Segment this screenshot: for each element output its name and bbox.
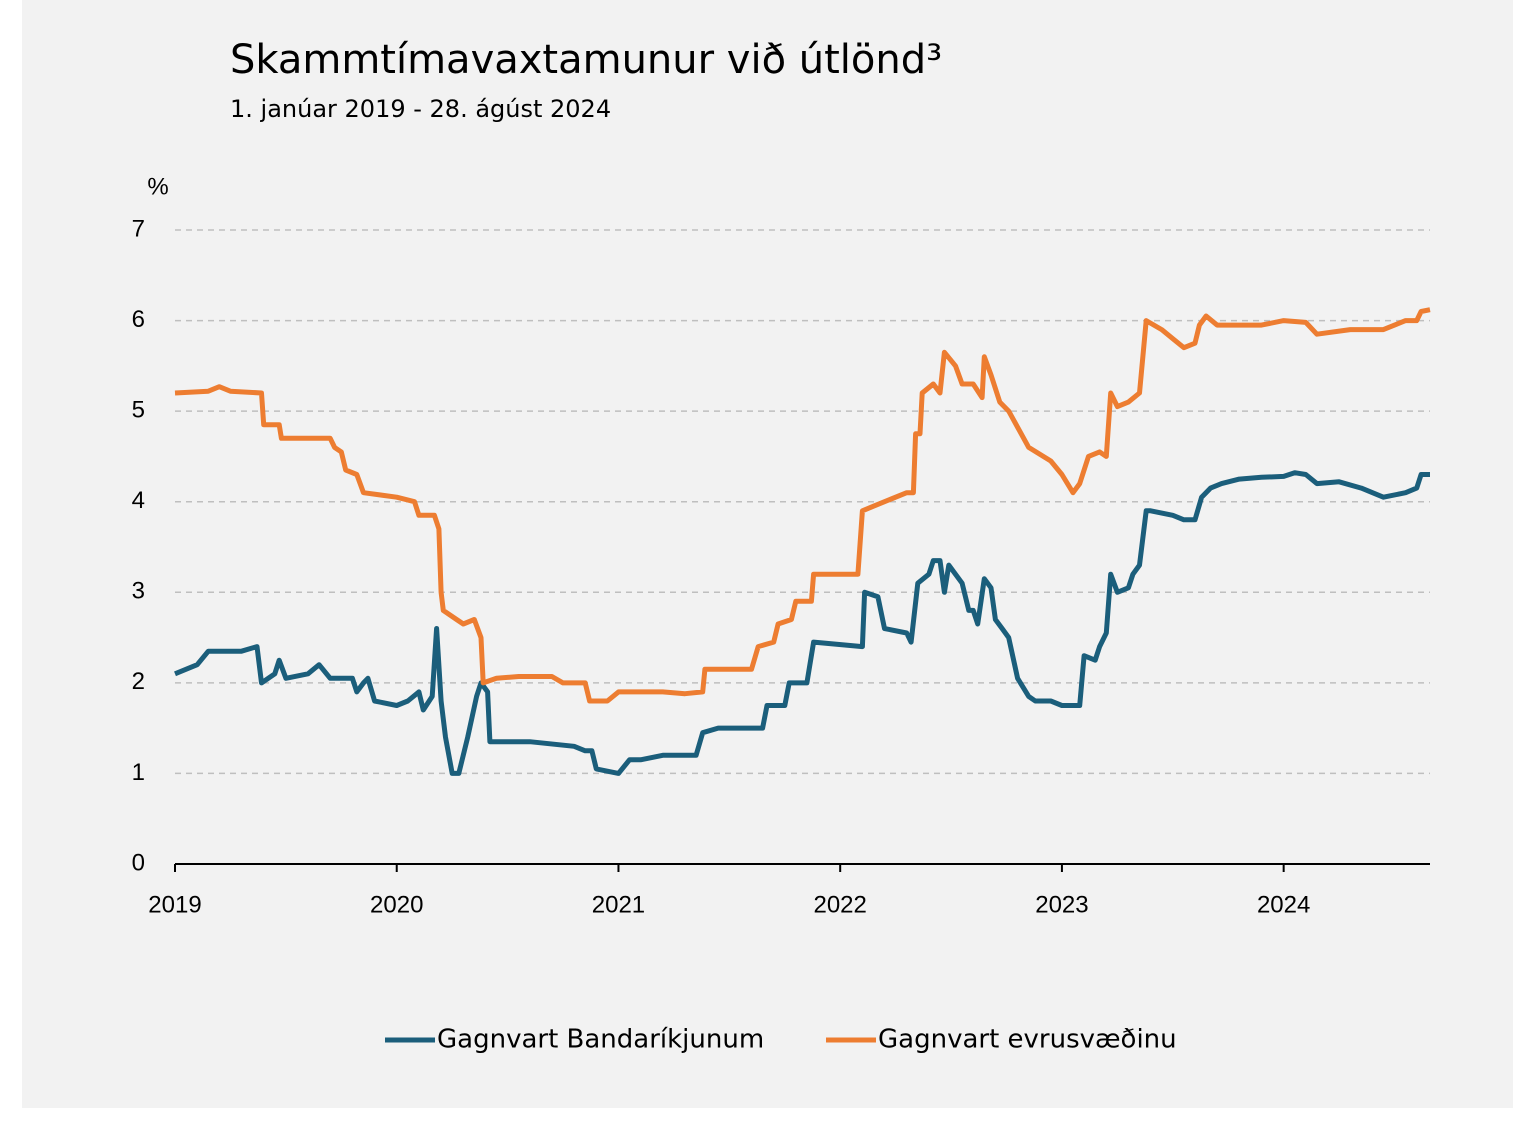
y-tick-label: 6 <box>132 306 145 333</box>
x-tick-label: 2022 <box>813 891 866 918</box>
y-tick-label: 2 <box>132 668 145 695</box>
legend-label: Gagnvart Bandaríkjunum <box>437 1025 764 1055</box>
y-tick-label: 3 <box>132 578 145 605</box>
y-tick-label: 0 <box>132 849 145 876</box>
y-tick-label: 7 <box>132 215 145 242</box>
panel <box>22 0 1513 1108</box>
x-tick-label: 2019 <box>148 891 201 918</box>
x-tick-label: 2020 <box>370 891 423 918</box>
chart-subtitle: 1. janúar 2019 - 28. ágúst 2024 <box>230 95 611 123</box>
x-tick-label: 2021 <box>592 891 645 918</box>
line-series <box>174 307 1431 704</box>
line-series <box>174 470 1430 776</box>
x-tick-label: 2023 <box>1035 891 1088 918</box>
y-tick-label: 1 <box>132 759 145 786</box>
y-tick-label: 4 <box>132 487 145 514</box>
y-tick-label: 5 <box>132 396 145 423</box>
x-tick-label: 2024 <box>1257 891 1310 918</box>
y-axis-label: % <box>147 173 168 200</box>
chart-title: Skammtímavaxtamunur við útlönd³ <box>230 37 942 83</box>
legend-label: Gagnvart evrusvæðinu <box>878 1025 1177 1055</box>
